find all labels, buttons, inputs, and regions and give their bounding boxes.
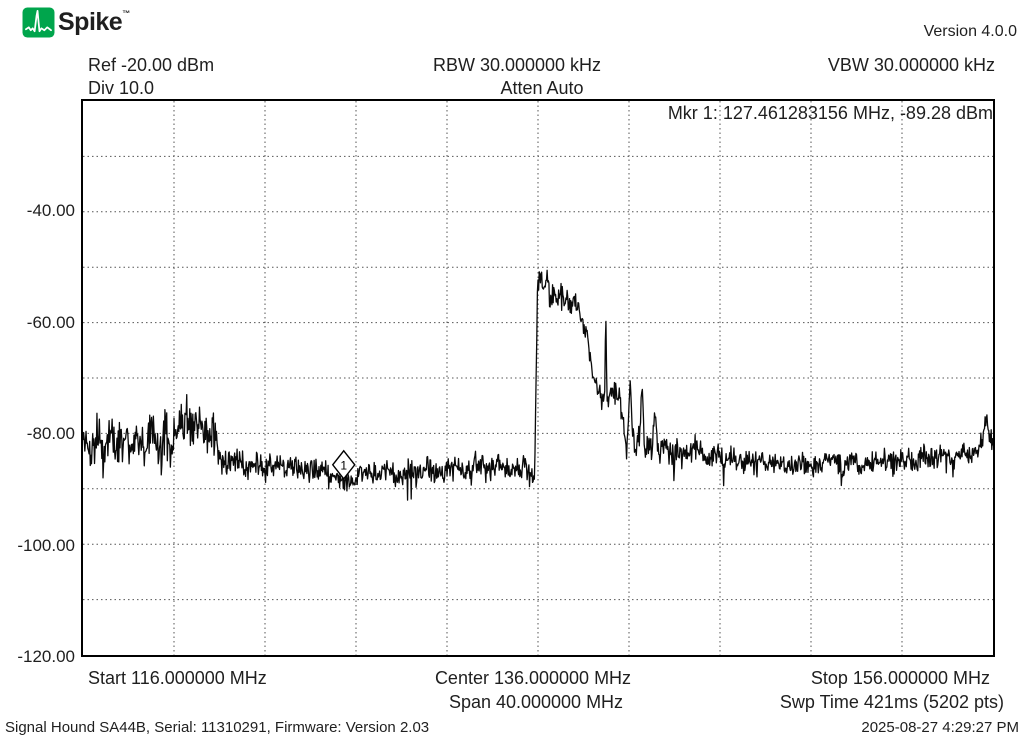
atten-label: Atten Auto: [500, 78, 584, 98]
graticule-grid: [83, 101, 993, 655]
y-axis-label-60: -60.00: [26, 313, 75, 332]
marker-1-diamond[interactable]: 1: [331, 449, 356, 480]
svg-text:1: 1: [340, 458, 347, 472]
spike-icon: [22, 7, 55, 38]
stop-freq-label: Stop 156.000000 MHz: [810, 668, 990, 688]
center-freq-label: Center 136.000000 MHz: [434, 668, 632, 688]
div-scale-label: Div 10.0: [88, 78, 155, 98]
span-label: Span 40.000000 MHz: [448, 692, 624, 712]
rbw-label: RBW 30.000000 kHz: [432, 55, 602, 75]
spike-logo-text: Spike™: [58, 8, 130, 36]
brand-logo: Spike™: [22, 7, 130, 38]
y-axis-label-100: -100.00: [17, 536, 75, 555]
y-axis-label-80: -80.00: [26, 424, 75, 443]
sweep-time-label: Swp Time 421ms (5202 pts): [779, 692, 1004, 712]
spectrum-plot-area[interactable]: 1: [81, 99, 995, 657]
spectrum-trace: [83, 269, 993, 501]
y-axis-label-120: -120.00: [17, 647, 75, 666]
version-label: Version 4.0.0: [923, 23, 1017, 40]
timestamp-label: 2025-08-27 4:29:27 PM: [861, 719, 1019, 736]
y-axis-label-40: -40.00: [26, 201, 75, 220]
marker-readout: Mkr 1: 127.461283156 MHz, -89.28 dBm: [667, 103, 993, 123]
vbw-label: VBW 30.000000 kHz: [827, 55, 995, 75]
trademark-mark: ™: [122, 9, 130, 18]
ref-level-label: Ref -20.00 dBm: [88, 55, 215, 75]
start-freq-label: Start 116.000000 MHz: [88, 668, 267, 688]
spectrum-chart: 1: [83, 101, 993, 655]
device-info-label: Signal Hound SA44B, Serial: 11310291, Fi…: [5, 719, 430, 736]
